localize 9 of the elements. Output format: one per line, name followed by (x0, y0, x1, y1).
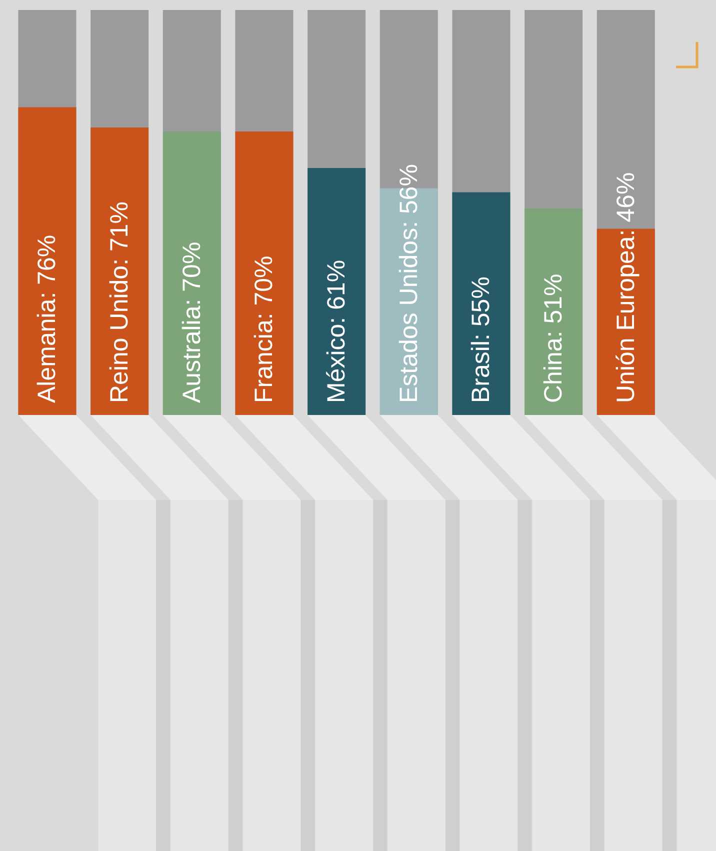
data-label: Francia: 70% (250, 256, 278, 403)
data-label: Reino Unido: 71% (106, 201, 134, 403)
data-label: Alemania: 76% (33, 234, 62, 403)
data-label: Brasil: 55% (467, 276, 496, 403)
data-label: Estados Unidos: 56% (394, 164, 423, 403)
data-label: Australia: 70% (178, 242, 206, 403)
data-label: China: 51% (540, 274, 568, 403)
data-label: Unión Europea: 46% (612, 172, 640, 403)
data-label: México: 61% (322, 260, 351, 403)
